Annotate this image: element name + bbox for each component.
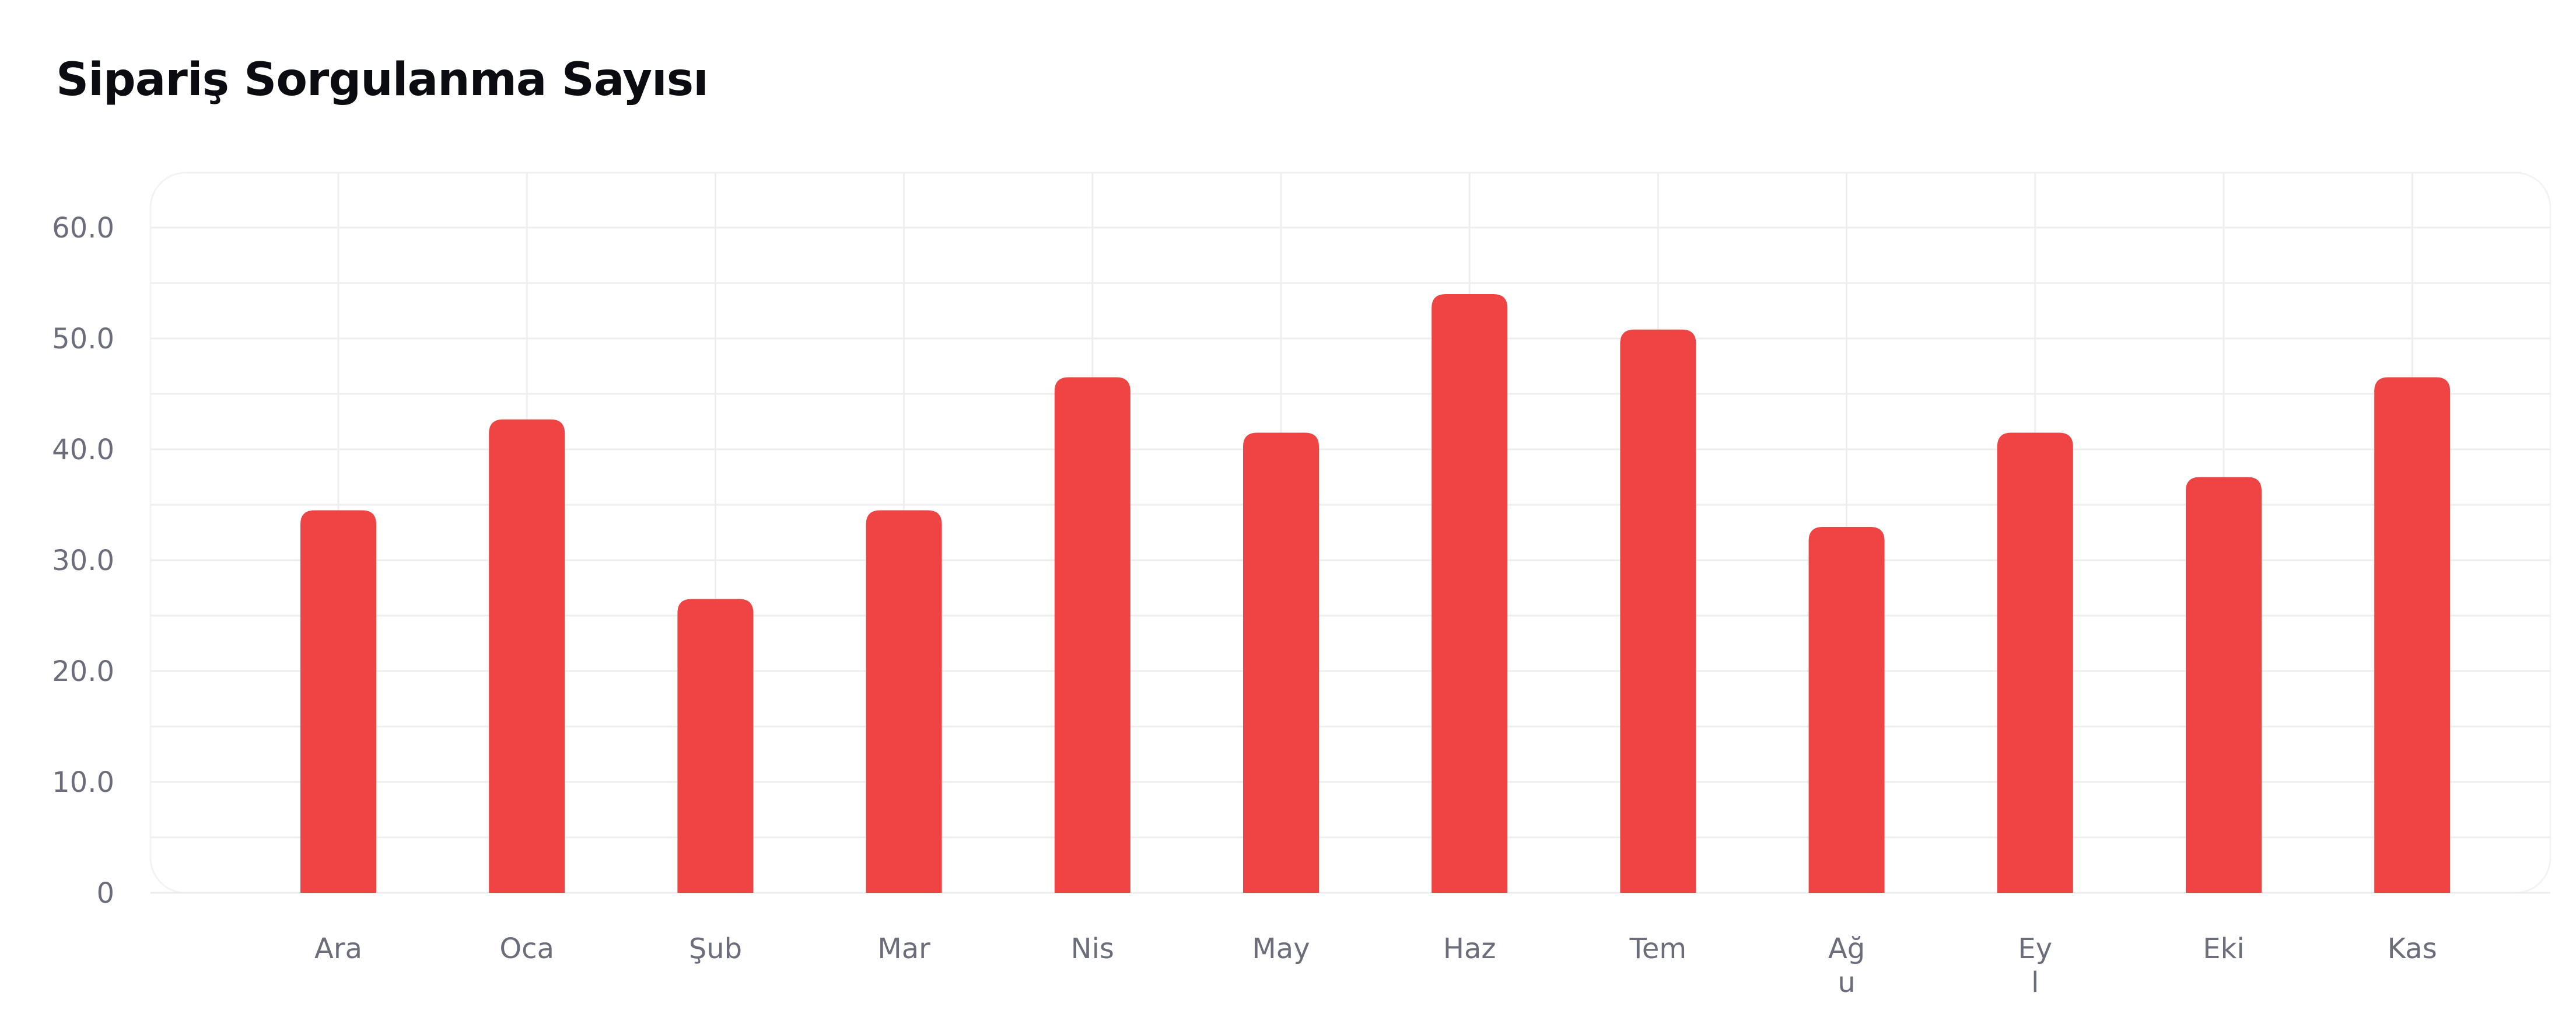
bar-Şub[interactable] xyxy=(677,599,754,893)
y-tick-label: 0 xyxy=(96,877,114,910)
x-tick-label: Eki xyxy=(2203,932,2244,965)
y-axis: 0 10.0 20.0 30.0 40.0 50.0 60.0 xyxy=(52,212,114,910)
bar-Eki[interactable] xyxy=(2186,477,2262,893)
bar-Kas[interactable] xyxy=(2374,377,2451,893)
x-tick-label: Tem xyxy=(1629,932,1686,965)
x-tick-label: Nis xyxy=(1071,932,1114,965)
y-tick-label: 50.0 xyxy=(52,323,114,355)
x-tick-label: Kas xyxy=(2388,932,2437,965)
chart-title: Sipariş Sorgulanma Sayısı xyxy=(56,54,709,106)
bar-Tem[interactable] xyxy=(1620,329,1696,893)
y-tick-label: 40.0 xyxy=(52,434,114,466)
x-tick-label: Şub xyxy=(689,932,742,965)
x-tick-label: Mar xyxy=(877,932,930,965)
x-tick-label: Haz xyxy=(1443,932,1496,965)
bars-layer xyxy=(300,294,2451,893)
bar-Nis[interactable] xyxy=(1054,377,1130,893)
y-tick-label: 60.0 xyxy=(52,212,114,244)
x-tick-label: Ey l xyxy=(2018,932,2052,999)
bar-Mar[interactable] xyxy=(866,510,942,893)
y-tick-label: 30.0 xyxy=(52,544,114,577)
bar-Haz[interactable] xyxy=(1432,294,1508,893)
bar-Oca[interactable] xyxy=(489,419,565,893)
bar-May[interactable] xyxy=(1243,432,1319,893)
bar-Eyl[interactable] xyxy=(1997,432,2073,893)
y-tick-label: 10.0 xyxy=(52,766,114,799)
x-axis: Ara Oca Şub Mar Nis May Haz Tem Ağ u Ey l Eki Kas xyxy=(314,932,2437,999)
bar-Ağu[interactable] xyxy=(1808,527,1885,893)
x-tick-label: Ağ u xyxy=(1828,932,1865,999)
x-tick-label: Oca xyxy=(499,932,554,965)
bar-Ara[interactable] xyxy=(300,510,376,893)
x-tick-label: May xyxy=(1252,932,1310,965)
x-tick-label: Ara xyxy=(314,932,362,965)
y-tick-label: 20.0 xyxy=(52,655,114,688)
